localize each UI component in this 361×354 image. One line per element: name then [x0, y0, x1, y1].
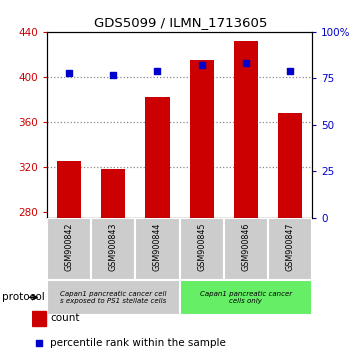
- Bar: [190, 60, 214, 218]
- Point: [243, 61, 249, 66]
- Text: GSM900847: GSM900847: [286, 223, 295, 271]
- Point: [199, 63, 205, 68]
- Bar: [180, 280, 312, 315]
- Bar: [224, 218, 268, 280]
- Text: GSM900846: GSM900846: [242, 223, 251, 271]
- Bar: [32, 311, 46, 326]
- Bar: [135, 218, 180, 280]
- Text: Capan1 pancreatic cancer
cells only: Capan1 pancreatic cancer cells only: [200, 291, 292, 304]
- Bar: [180, 218, 224, 280]
- Bar: [47, 280, 180, 315]
- Point: [110, 72, 116, 78]
- Bar: [57, 161, 81, 218]
- Text: Capan1 pancreatic cancer cell
s exposed to PS1 stellate cells: Capan1 pancreatic cancer cell s exposed …: [60, 291, 166, 304]
- Bar: [145, 97, 170, 218]
- Point: [155, 68, 160, 74]
- Bar: [278, 113, 302, 218]
- Bar: [268, 218, 312, 280]
- Bar: [101, 169, 125, 218]
- Text: GSM900842: GSM900842: [65, 223, 74, 271]
- Bar: [91, 218, 135, 280]
- Bar: [47, 218, 91, 280]
- Text: GSM900845: GSM900845: [197, 223, 206, 271]
- Text: GDS5099 / ILMN_1713605: GDS5099 / ILMN_1713605: [94, 16, 267, 29]
- Text: protocol: protocol: [2, 292, 44, 302]
- Point: [36, 340, 42, 346]
- Text: GSM900844: GSM900844: [153, 223, 162, 271]
- Text: count: count: [51, 313, 80, 323]
- Point: [66, 70, 72, 75]
- Point: [287, 68, 293, 74]
- Text: GSM900843: GSM900843: [109, 223, 118, 271]
- Text: percentile rank within the sample: percentile rank within the sample: [51, 338, 226, 348]
- Bar: [234, 41, 258, 218]
